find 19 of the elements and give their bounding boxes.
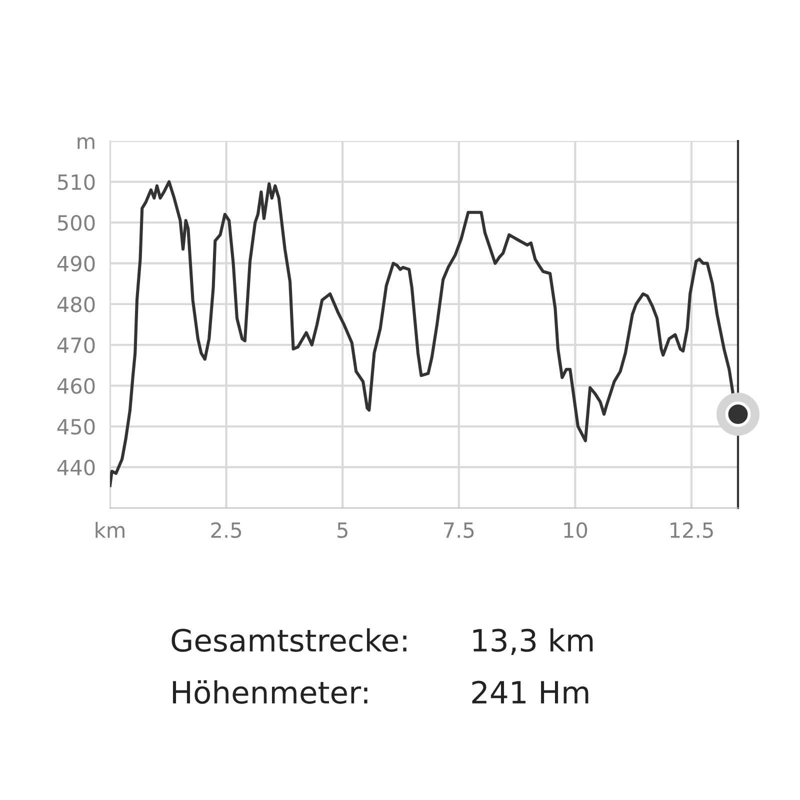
x-tick-label: 12.5 [670, 522, 713, 538]
text: 241 Hm [472, 680, 588, 704]
x-tick-label: 7.5 [444, 522, 474, 538]
y-tick-label: 480 [57, 296, 95, 312]
text: Gesamtstrecke: [172, 628, 406, 652]
x-tick-label: km [96, 522, 124, 538]
y-tick-label: 470 [57, 337, 95, 354]
y-tick-label: 440 [57, 460, 95, 476]
x-tick-label: 10 [564, 522, 588, 538]
y-tick-label: 490 [57, 256, 95, 272]
text: 13,3 km [473, 628, 593, 655]
y-tick-label: 500 [58, 215, 95, 231]
y-tick-label: 510 [58, 174, 95, 190]
x-tick-label: 5 [338, 522, 348, 538]
x-tick-label: 2.5 [211, 522, 242, 538]
y-tick-label: 450 [57, 418, 95, 435]
y-tick-label: 460 [57, 378, 95, 394]
text: Höhenmeter: [173, 680, 368, 704]
y-tick-label: m [78, 137, 94, 149]
